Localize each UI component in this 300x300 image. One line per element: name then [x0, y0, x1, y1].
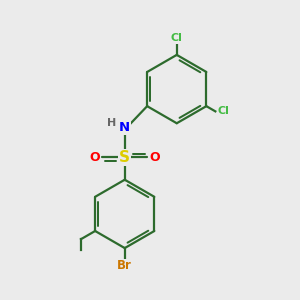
- Text: S: S: [119, 150, 130, 165]
- Text: O: O: [150, 151, 160, 164]
- Text: Cl: Cl: [171, 33, 183, 43]
- Text: Cl: Cl: [218, 106, 230, 116]
- Text: N: N: [119, 121, 130, 134]
- Text: Br: Br: [117, 260, 132, 272]
- Text: H: H: [107, 118, 116, 128]
- Text: O: O: [89, 151, 100, 164]
